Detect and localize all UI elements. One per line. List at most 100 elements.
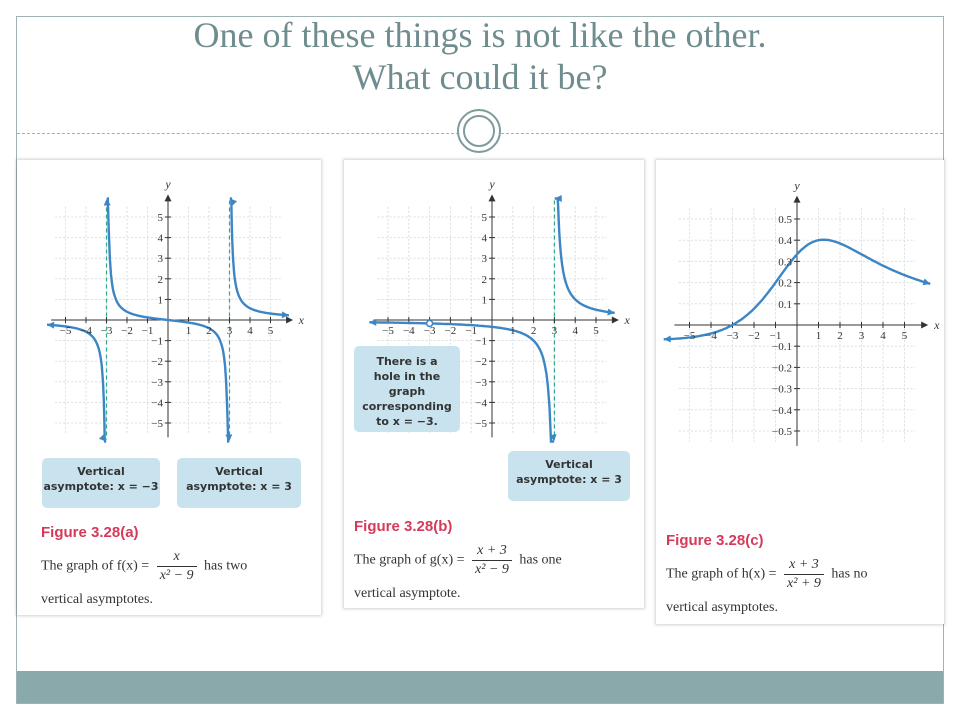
panel-figure-b: x y −5 −4 −3 −2 −1 1 2 3 4 5 5 4 3 2 1 −1 −2 −3 −4 −5 There i… [344, 160, 644, 608]
x-axis-arrow [286, 316, 294, 324]
y-tick-label: −0.1 [772, 341, 792, 353]
divider-ring-ornament [457, 109, 501, 153]
caption-b-line2: vertical asymptote. [354, 586, 461, 601]
curve-branch [229, 197, 289, 317]
curve-branch [47, 323, 107, 443]
x-tick-label: 4 [572, 325, 578, 337]
x-tick-label: −2 [748, 330, 760, 342]
y-tick-label: 3 [158, 253, 164, 265]
y-tick-label: 4 [158, 233, 164, 245]
y-axis-arrow [793, 195, 801, 203]
y-tick-label: −2 [151, 356, 163, 368]
callout-asymptote-right: Vertical asymptote: x = 3 [177, 458, 301, 508]
curve-branch [106, 197, 230, 443]
y-tick-label: −5 [475, 418, 487, 430]
y-tick-label: −0.2 [772, 362, 792, 374]
title-line-2: What could it be? [352, 57, 608, 97]
x-tick-label: −4 [705, 330, 717, 342]
y-tick-label: 0.5 [778, 214, 792, 226]
caption-a-line2: vertical asymptotes. [41, 592, 153, 607]
x-axis-label: x [933, 318, 940, 332]
y-tick-label: 5 [158, 212, 164, 224]
y-tick-label: −1 [475, 336, 487, 348]
y-tick-label: 0.2 [778, 278, 792, 290]
y-tick-label: 5 [482, 212, 488, 224]
curve-arrow [229, 198, 238, 206]
title-line-1: One of these things is not like the othe… [193, 15, 767, 55]
y-tick-label: −4 [475, 397, 487, 409]
fraction-b: x + 3 x² − 9 [472, 542, 512, 579]
curves-a [47, 197, 289, 443]
curve-arrow [225, 434, 233, 442]
x-tick-label: 1 [510, 325, 516, 337]
fraction-a: x x² − 9 [156, 548, 197, 585]
x-tick-label: −4 [80, 325, 92, 337]
x-tick-label: 5 [268, 325, 274, 337]
x-tick-label: −2 [121, 325, 133, 337]
y-tick-label: 1 [482, 294, 488, 306]
footer-bar [17, 671, 943, 703]
curve-branch [663, 238, 931, 341]
y-tick-label: −0.4 [772, 405, 792, 417]
y-tick-label: 3 [482, 253, 488, 265]
y-axis-arrow [488, 194, 496, 202]
x-tick-label: −3 [424, 325, 436, 337]
tick-labels-a: x y −5 −4 −3 −2 −1 1 2 3 4 5 5 4 3 2 1 −1 −2 −3 −4 −5 [60, 177, 305, 430]
x-tick-label: −5 [684, 330, 696, 342]
caption-c: The graph of h(x) = x + 3 x² + 9 has no v… [666, 556, 941, 617]
x-tick-label: 4 [247, 325, 253, 337]
x-tick-label: 3 [552, 325, 558, 337]
graph-c: x y −5 −4 −3 −2 −1 1 2 3 4 5 0.5 0.4 0.3 0.2 0.1 −0.1 −0.2… [663, 178, 940, 446]
x-tick-label: 4 [880, 330, 886, 342]
figure-label-c: Figure 3.28(c) [666, 532, 764, 549]
y-tick-label: −3 [151, 377, 163, 389]
caption-a: The graph of f(x) = x x² − 9 has two vert… [41, 548, 321, 609]
x-tick-label: −3 [727, 330, 739, 342]
x-tick-label: −1 [142, 325, 154, 337]
caption-c-line2: vertical asymptotes. [666, 600, 778, 615]
callout-asymptote-b: Vertical asymptote: x = 3 [508, 451, 630, 501]
panel-figure-c: x y −5 −4 −3 −2 −1 1 2 3 4 5 0.5 0.4 0.3 0.2 0.1 −0.1 −0.2… [656, 160, 944, 624]
y-tick-label: −0.3 [772, 384, 792, 396]
x-tick-label: 5 [902, 330, 908, 342]
curve-branch [554, 197, 615, 315]
y-tick-label: 4 [482, 233, 488, 245]
x-tick-label: −3 [101, 325, 113, 337]
x-axis-label: x [624, 313, 631, 327]
curve-arrow [369, 318, 377, 326]
x-axis-arrow [611, 316, 619, 324]
callout-hole: There is a hole in the graph correspondi… [354, 346, 460, 432]
curve-branch [369, 321, 555, 443]
y-tick-label: 1 [158, 294, 164, 306]
figure-label-a: Figure 3.28(a) [41, 524, 139, 541]
x-tick-label: 1 [816, 330, 822, 342]
curve-arrow [554, 194, 562, 202]
y-tick-label: −3 [475, 377, 487, 389]
x-tick-label: −5 [382, 325, 394, 337]
y-tick-label: 2 [158, 274, 164, 286]
y-axis-arrow [164, 194, 172, 202]
slide-title: One of these things is not like the othe… [0, 14, 960, 98]
hole-marker [425, 319, 434, 328]
x-tick-label: 2 [531, 325, 537, 337]
y-tick-label: 0.4 [778, 235, 792, 247]
x-tick-label: −2 [445, 325, 457, 337]
x-tick-label: −1 [465, 325, 477, 337]
curve-arrow [549, 434, 557, 442]
curve-arrow [663, 335, 671, 343]
y-axis-label: y [793, 178, 800, 192]
y-tick-label: 0.3 [778, 256, 792, 268]
y-tick-label: 2 [482, 274, 488, 286]
panel-figure-a: x y −5 −4 −3 −2 −1 1 2 3 4 5 5 4 3 2 1 −1 −2 −3 −4 −5 Vertica… [17, 160, 321, 615]
x-tick-label: 2 [206, 325, 212, 337]
y-tick-label: −4 [151, 397, 163, 409]
x-tick-label: 2 [837, 330, 843, 342]
fraction-c: x + 3 x² + 9 [784, 556, 824, 593]
caption-b: The graph of g(x) = x + 3 x² − 9 has one … [354, 542, 639, 603]
curve-arrow [47, 321, 55, 329]
curve-arrow [281, 311, 289, 319]
x-tick-label: 5 [593, 325, 599, 337]
x-axis-label: x [298, 313, 305, 327]
curve-arrow [103, 198, 111, 206]
curve-arrow [607, 308, 615, 316]
